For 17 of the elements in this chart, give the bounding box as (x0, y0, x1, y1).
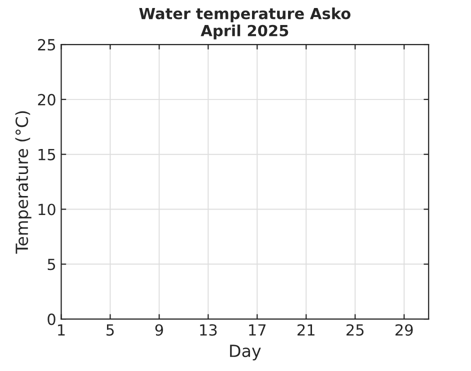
y-tick-label: 10 (38, 204, 56, 216)
x-tick-label: 29 (396, 324, 413, 336)
y-tick-label: 15 (38, 149, 56, 160)
x-tick-label: 5 (106, 324, 114, 336)
x-tick-label: 21 (298, 324, 314, 336)
y-tick-label: 25 (38, 38, 56, 51)
x-axis-title: Day (230, 344, 261, 360)
y-axis-title: Temperature (°C) (15, 111, 32, 254)
x-tick-label: 13 (200, 324, 217, 336)
x-tick-label: 1 (58, 324, 65, 336)
x-tick-label: 25 (346, 324, 364, 336)
x-tick-label: 9 (155, 324, 163, 336)
x-tick-label: 17 (249, 324, 266, 336)
y-tick-label: 0 (48, 314, 56, 326)
chart-title: Water temperature Asko April 2025 (139, 7, 350, 40)
y-tick-label: 5 (48, 258, 56, 270)
y-tick-label: 20 (38, 94, 56, 106)
